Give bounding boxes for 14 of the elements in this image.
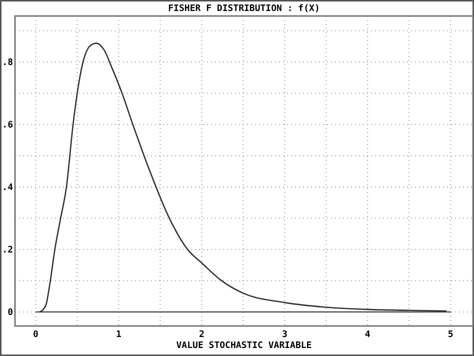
y-tick-label: .6 — [2, 120, 13, 130]
x-tick-label: 1 — [116, 330, 122, 340]
y-tick-label: .2 — [2, 245, 13, 256]
line-series — [39, 42, 448, 313]
x-tick-label: 5 — [448, 330, 454, 340]
x-tick-label: 2 — [198, 330, 204, 340]
x-axis-title: VALUE STOCHASTIC VARIABLE — [176, 341, 312, 351]
y-tick-label: .4 — [2, 182, 14, 193]
x-tick-label: 4 — [364, 330, 371, 340]
x-tick-label: 3 — [282, 330, 288, 340]
y-tick-label: .8 — [2, 58, 13, 68]
y-tick-label: 0 — [8, 308, 13, 318]
x-tick-label: 0 — [33, 330, 38, 340]
chart-title: FISHER F DISTRIBUTION : f(X) — [168, 4, 320, 14]
